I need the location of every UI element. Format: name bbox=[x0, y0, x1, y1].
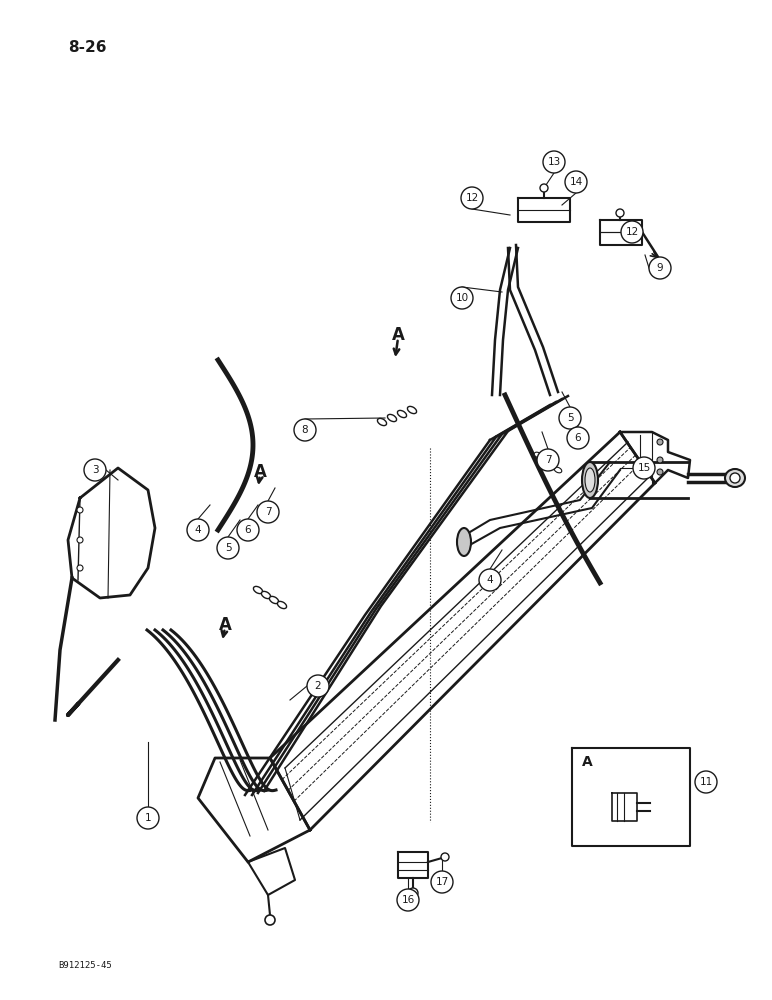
Circle shape bbox=[294, 419, 316, 441]
Text: 7: 7 bbox=[545, 455, 551, 465]
Circle shape bbox=[565, 171, 587, 193]
Ellipse shape bbox=[388, 414, 397, 422]
Ellipse shape bbox=[585, 468, 595, 492]
Text: A: A bbox=[218, 616, 232, 634]
Circle shape bbox=[237, 519, 259, 541]
Text: 3: 3 bbox=[92, 465, 98, 475]
Text: 1: 1 bbox=[144, 813, 151, 823]
Text: 12: 12 bbox=[625, 227, 638, 237]
Circle shape bbox=[657, 469, 663, 475]
Circle shape bbox=[431, 871, 453, 893]
Circle shape bbox=[621, 221, 643, 243]
Circle shape bbox=[657, 439, 663, 445]
Text: 13: 13 bbox=[547, 157, 560, 167]
Circle shape bbox=[187, 519, 209, 541]
Text: 5: 5 bbox=[225, 543, 232, 553]
Circle shape bbox=[461, 187, 483, 209]
Text: 2: 2 bbox=[315, 681, 321, 691]
Circle shape bbox=[84, 459, 106, 481]
Ellipse shape bbox=[408, 406, 417, 414]
Circle shape bbox=[649, 257, 671, 279]
Ellipse shape bbox=[457, 528, 471, 556]
Text: B912125-45: B912125-45 bbox=[58, 960, 112, 970]
Circle shape bbox=[695, 771, 717, 793]
Circle shape bbox=[657, 457, 663, 463]
Ellipse shape bbox=[534, 452, 542, 458]
Circle shape bbox=[257, 501, 279, 523]
Text: A: A bbox=[582, 755, 593, 769]
Ellipse shape bbox=[398, 410, 407, 418]
Text: A: A bbox=[253, 463, 266, 481]
Ellipse shape bbox=[253, 586, 262, 594]
Circle shape bbox=[77, 565, 83, 571]
Text: 8: 8 bbox=[302, 425, 308, 435]
Circle shape bbox=[397, 889, 419, 911]
Circle shape bbox=[567, 427, 589, 449]
Text: 6: 6 bbox=[574, 433, 581, 443]
Ellipse shape bbox=[262, 591, 270, 599]
Circle shape bbox=[543, 151, 565, 173]
Text: A: A bbox=[391, 326, 405, 344]
Circle shape bbox=[633, 457, 655, 479]
Ellipse shape bbox=[725, 469, 745, 487]
Circle shape bbox=[137, 807, 159, 829]
Circle shape bbox=[537, 449, 559, 471]
Text: 15: 15 bbox=[638, 463, 651, 473]
Text: 7: 7 bbox=[265, 507, 271, 517]
Circle shape bbox=[479, 569, 501, 591]
Text: 8-26: 8-26 bbox=[68, 40, 107, 55]
Text: 9: 9 bbox=[657, 263, 663, 273]
Ellipse shape bbox=[554, 467, 562, 473]
Ellipse shape bbox=[277, 601, 286, 609]
Text: 5: 5 bbox=[567, 413, 574, 423]
Text: 4: 4 bbox=[195, 525, 201, 535]
Text: 16: 16 bbox=[401, 895, 415, 905]
Circle shape bbox=[441, 853, 449, 861]
Circle shape bbox=[77, 537, 83, 543]
Circle shape bbox=[451, 287, 473, 309]
Circle shape bbox=[217, 537, 239, 559]
Circle shape bbox=[540, 184, 548, 192]
Text: 11: 11 bbox=[699, 777, 713, 787]
Text: 17: 17 bbox=[435, 877, 449, 887]
Ellipse shape bbox=[269, 596, 279, 604]
Circle shape bbox=[559, 407, 581, 429]
Text: 4: 4 bbox=[486, 575, 493, 585]
Ellipse shape bbox=[544, 459, 552, 465]
Circle shape bbox=[77, 507, 83, 513]
Text: 6: 6 bbox=[245, 525, 252, 535]
Text: 14: 14 bbox=[570, 177, 583, 187]
Ellipse shape bbox=[582, 462, 598, 498]
Text: 10: 10 bbox=[455, 293, 469, 303]
Circle shape bbox=[730, 473, 740, 483]
Circle shape bbox=[408, 888, 418, 898]
Ellipse shape bbox=[378, 418, 387, 426]
Circle shape bbox=[265, 915, 275, 925]
Circle shape bbox=[307, 675, 329, 697]
Circle shape bbox=[616, 209, 624, 217]
Text: 12: 12 bbox=[466, 193, 479, 203]
